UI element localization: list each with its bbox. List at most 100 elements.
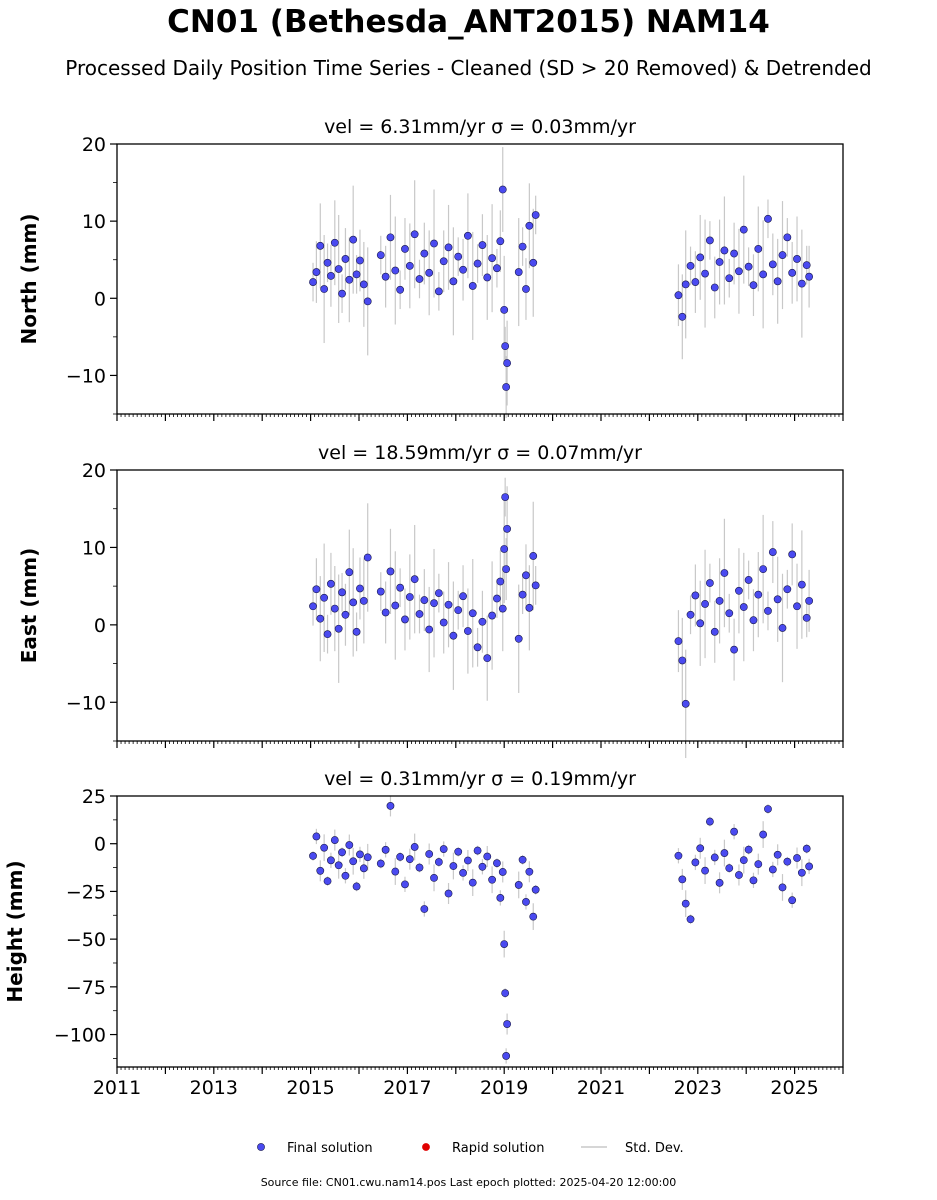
panel2-data-point xyxy=(312,585,321,594)
panel3-data-point xyxy=(503,1020,512,1028)
panel1-data-point xyxy=(503,359,512,367)
panel2-data-point xyxy=(691,591,700,600)
panel1-data-point xyxy=(710,283,719,292)
panel1-data-point xyxy=(312,268,321,276)
panel3-data-point xyxy=(744,845,753,854)
panel1-ytick-label: 0 xyxy=(94,288,106,310)
panel1-data-point xyxy=(788,268,797,277)
panel1-data-point xyxy=(334,265,343,273)
panel3-ytick-label: 25 xyxy=(82,786,106,808)
panel2-data-point xyxy=(503,524,512,533)
panel1-title: vel = 6.31mm/yr σ = 0.03mm/yr xyxy=(324,116,636,138)
panel1-data-point xyxy=(349,235,358,244)
panel1-data-point xyxy=(514,268,523,276)
panel1-data-point xyxy=(674,291,683,300)
panel3-xtick-label: 2019 xyxy=(480,1077,528,1099)
panel2-ylabel: East (mm) xyxy=(17,548,41,664)
source-footer: Source file: CN01.cwu.nam14.pos Last epo… xyxy=(260,1176,677,1189)
panel3-data-point xyxy=(334,861,343,870)
panel3-data-point xyxy=(739,856,748,865)
panel3-data-point xyxy=(316,866,325,875)
panel3-data-point xyxy=(797,868,806,877)
panel3-data-point xyxy=(449,862,458,870)
panel3-xtick-label: 2025 xyxy=(770,1077,818,1099)
panel3-xtick-label: 2021 xyxy=(577,1077,625,1099)
panel3-data-point xyxy=(706,817,714,826)
panel1-data-point xyxy=(468,282,477,290)
panel2-data-point xyxy=(531,581,540,590)
panel3-data-point xyxy=(710,853,719,862)
panel1-data-point xyxy=(473,259,482,268)
panel1-ytick-label: −10 xyxy=(66,365,106,387)
panel3-data-point xyxy=(501,989,510,998)
panel2-data-point xyxy=(473,643,482,652)
panel2-data-point xyxy=(356,584,364,593)
panel3-data-point xyxy=(768,865,777,874)
panel1-data-point xyxy=(405,261,414,270)
panel2-data-point xyxy=(330,604,339,613)
panel1-data-point xyxy=(686,261,695,270)
panel2-data-point xyxy=(518,590,527,599)
panel3-ytick-label: −50 xyxy=(66,929,106,951)
panel3-data-point xyxy=(749,876,758,885)
panel3-data-point xyxy=(691,858,700,867)
panel1-data-point xyxy=(749,281,758,290)
panel3-ytick-label: −75 xyxy=(66,977,106,999)
panel2-data-point xyxy=(496,577,505,586)
panel1-data-point xyxy=(725,274,734,283)
panel1-data-point xyxy=(797,279,806,288)
panel3-data-point xyxy=(720,849,729,857)
panel1-data-point xyxy=(525,221,534,230)
panel2-data-point xyxy=(327,579,335,588)
panel2-data-point xyxy=(420,596,429,604)
panel3-data-point xyxy=(725,864,734,873)
panel3-data-point xyxy=(778,883,787,892)
panel2-data-point xyxy=(773,595,782,604)
panel3-data-point xyxy=(444,889,453,898)
panel3-data-point xyxy=(531,885,540,894)
panel2-data-point xyxy=(501,493,510,501)
panel2-data-point xyxy=(754,590,763,599)
panel2-ytick-label: −10 xyxy=(66,692,106,714)
panel3-data-point xyxy=(312,832,321,841)
panel3-data-point xyxy=(773,850,782,859)
panel2-data-point xyxy=(359,596,368,605)
panel1-data-point xyxy=(691,278,700,286)
panel1-data-point xyxy=(376,251,385,259)
panel3-data-point xyxy=(500,940,509,948)
panel2-data-point xyxy=(710,627,719,636)
figure-title: CN01 (Bethesda_ANT2015) NAM14 xyxy=(167,4,770,40)
panel2-data-point xyxy=(678,656,687,665)
panel2-data-point xyxy=(415,610,424,618)
panel1-data-point xyxy=(754,245,763,253)
panel3-data-point xyxy=(323,877,332,886)
panel3-data-point xyxy=(701,866,709,875)
panel2-data-point xyxy=(730,645,738,654)
panel3-data-point xyxy=(454,847,463,856)
panel1-data-point xyxy=(500,305,509,314)
panel3-data-point xyxy=(478,862,487,871)
panel2-data-point xyxy=(744,576,753,584)
panel3-data-point xyxy=(730,827,738,836)
panel2-data-point xyxy=(463,627,472,635)
panel1-data-point xyxy=(518,242,527,251)
panel2-data-point xyxy=(681,699,690,708)
panel2-data-point xyxy=(706,579,714,587)
panel1-data-point xyxy=(735,267,743,276)
panel1-data-point xyxy=(396,285,405,294)
panel2-data-point xyxy=(323,630,332,639)
panel3-data-point xyxy=(463,856,472,865)
panel3-data-point xyxy=(345,841,354,849)
panel1-data-point xyxy=(415,275,424,283)
panel2-data-point xyxy=(768,548,777,556)
panel1-data-point xyxy=(502,383,511,391)
panel2-data-point xyxy=(725,609,734,618)
panel3-data-point xyxy=(330,836,339,844)
panel2-data-point xyxy=(686,610,695,619)
panel3-data-point xyxy=(410,843,419,851)
panel3-data-point xyxy=(678,875,687,884)
panel1-data-point xyxy=(320,285,329,293)
panel2-title: vel = 18.59mm/yr σ = 0.07mm/yr xyxy=(318,442,642,464)
panel1-data-point xyxy=(802,261,811,270)
panel1-data-point xyxy=(356,256,364,265)
